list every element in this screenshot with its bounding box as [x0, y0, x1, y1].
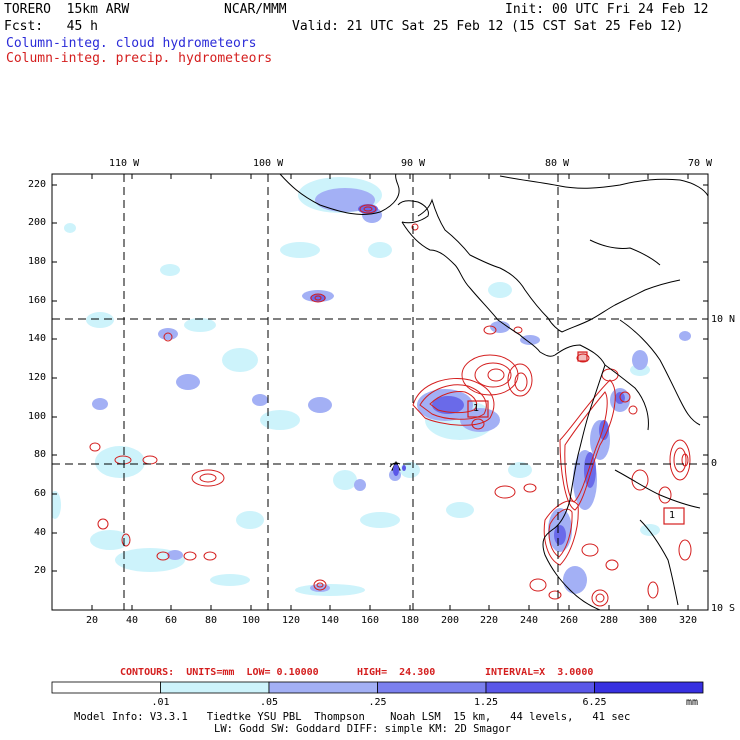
lat-label-10s: 10 S	[711, 603, 736, 614]
island-marks	[393, 464, 406, 476]
colorbar-unit: mm	[686, 697, 699, 708]
coastlines	[279, 174, 708, 610]
box-label: 1	[669, 510, 676, 521]
y-tick-label: 120	[27, 372, 46, 383]
y-axis-ticks	[52, 184, 708, 572]
lat-label-10n: 10 N	[711, 314, 736, 325]
x-tick-label: 280	[599, 615, 619, 626]
forecast-hour: Fcst: 45 h	[4, 19, 98, 34]
graticule	[52, 174, 708, 610]
x-tick-label: 20	[85, 615, 99, 626]
valid-time: Valid: 21 UTC Sat 25 Feb 12 (15 CST Sat …	[292, 19, 684, 34]
x-tick-label: 260	[559, 615, 579, 626]
colorbar-label: .01	[151, 697, 170, 708]
colorbar-label: .25	[368, 697, 387, 708]
x-tick-label: 160	[360, 615, 380, 626]
colorbar-label: 6.25	[582, 697, 607, 708]
legend-cloud-hydrometeors: Column-integ. cloud hydrometeors	[6, 36, 257, 51]
lat-label-equator: 0	[711, 458, 718, 469]
model-info-line2: LW: Godd SW: Goddard DIFF: simple KM: 2D…	[214, 723, 512, 735]
contour-interval: INTERVAL=X 3.0000	[485, 667, 594, 678]
x-tick-label: 240	[519, 615, 539, 626]
y-tick-label: 180	[27, 256, 46, 267]
y-tick-label: 160	[27, 295, 46, 306]
x-axis-ticks	[91, 174, 689, 610]
colorbar-label: 1.25	[474, 697, 499, 708]
y-tick-label: 220	[27, 179, 46, 190]
model-title: TORERO 15km ARW	[4, 2, 130, 17]
y-tick-label: 80	[33, 449, 46, 460]
contour-high: HIGH= 24.300	[357, 667, 436, 678]
legend-precip-hydrometeors: Column-integ. precip. hydrometeors	[6, 51, 273, 66]
precip-hydrometeor-contours	[89, 204, 692, 607]
cloud-hydrometeor-shading	[52, 177, 691, 596]
x-tick-label: 40	[125, 615, 139, 626]
lon-label-110w: 110 W	[109, 158, 140, 169]
x-tick-label: 80	[204, 615, 218, 626]
y-tick-label: 200	[27, 217, 46, 228]
lon-label-80w: 80 W	[545, 158, 570, 169]
lon-label-70w: 70 W	[688, 158, 713, 169]
map-frame	[51, 173, 709, 611]
x-tick-label: 320	[678, 615, 698, 626]
lon-label-90w: 90 W	[401, 158, 426, 169]
x-tick-label: 140	[320, 615, 340, 626]
colorbar-label: .05	[259, 697, 279, 708]
x-tick-label: 60	[164, 615, 178, 626]
lon-label-100w: 100 W	[253, 158, 284, 169]
y-tick-label: 140	[27, 333, 46, 344]
y-tick-label: 100	[27, 411, 46, 422]
highlight-boxes	[467, 351, 685, 525]
model-info-line1: Model Info: V3.3.1 Tiedtke YSU PBL Thomp…	[74, 711, 631, 723]
x-tick-label: 220	[479, 615, 499, 626]
organization: NCAR/MMM	[224, 2, 287, 17]
y-tick-label: 60	[33, 488, 46, 499]
x-tick-label: 200	[440, 615, 460, 626]
x-tick-label: 180	[400, 615, 420, 626]
x-tick-label: 300	[638, 615, 658, 626]
init-time: Init: 00 UTC Fri 24 Feb 12	[505, 2, 709, 17]
contour-units: CONTOURS: UNITS=mm LOW= 0.10000	[120, 667, 319, 678]
x-tick-label: 120	[281, 615, 301, 626]
y-tick-label: 20	[33, 565, 46, 576]
y-tick-label: 40	[33, 527, 46, 538]
x-tick-label: 100	[241, 615, 261, 626]
box-label: 1	[473, 403, 480, 414]
